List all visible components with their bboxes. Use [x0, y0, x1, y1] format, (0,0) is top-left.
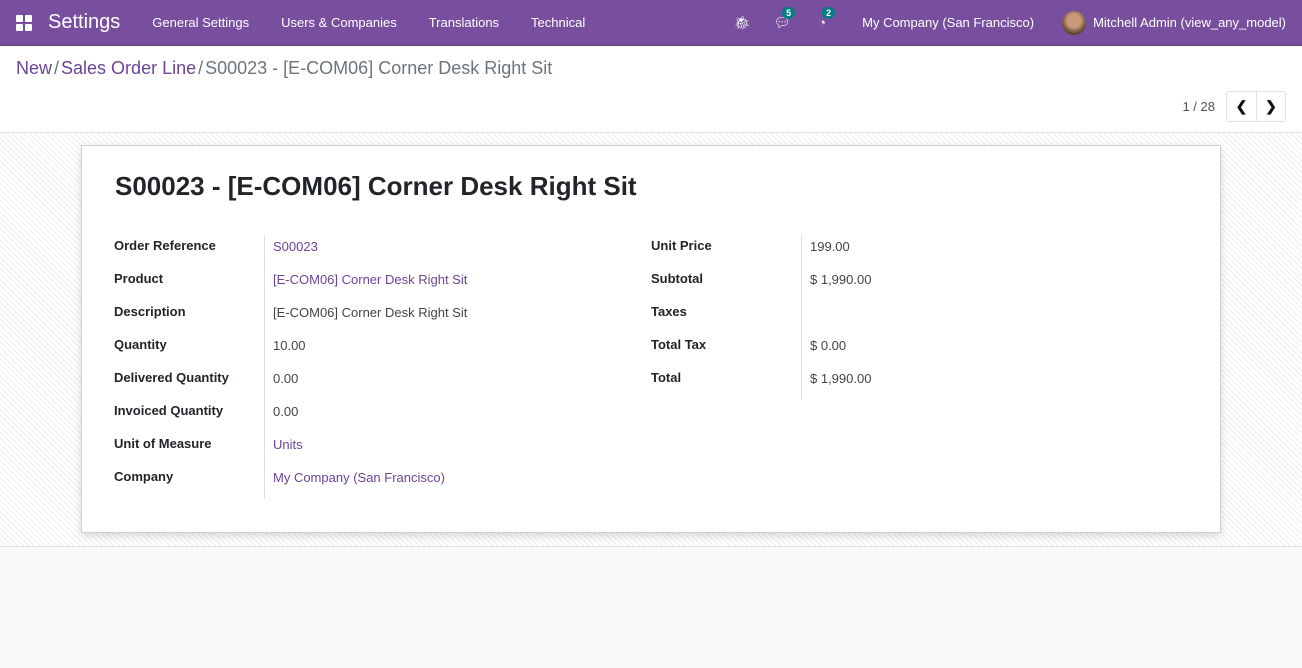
- activities-badge: 2: [822, 7, 836, 19]
- order-reference-value[interactable]: S00023: [264, 235, 564, 268]
- field-row: Delivered Quantity 0.00: [114, 367, 564, 400]
- field-row: Quantity 10.00: [114, 334, 564, 367]
- delivered-quantity-value: 0.00: [264, 367, 564, 400]
- left-field-group: Order Reference S00023 Product [E-COM06] Co…: [114, 235, 564, 499]
- subtotal-label: Subtotal: [651, 271, 703, 286]
- top-navbar: Settings General Settings Users & Compan…: [0, 0, 1302, 46]
- product-label: Product: [114, 271, 164, 286]
- total-value: $ 1,990.00: [801, 367, 1101, 400]
- breadcrumb-sales-order-line[interactable]: Sales Order Line: [61, 58, 197, 78]
- avatar[interactable]: [1062, 10, 1087, 35]
- field-row: Order Reference S00023: [114, 235, 564, 268]
- activities-clock-icon[interactable]: ◔ 2: [802, 7, 842, 30]
- invoiced-quantity-value: 0.00: [264, 400, 564, 433]
- field-row: Total $ 1,990.00: [651, 367, 1101, 400]
- menu-users-companies[interactable]: Users & Companies: [281, 15, 397, 30]
- description-value: [E-COM06] Corner Desk Right Sit: [264, 301, 564, 334]
- app-name[interactable]: Settings: [48, 11, 121, 33]
- breadcrumb-new[interactable]: New: [16, 58, 53, 78]
- pager-next-button[interactable]: ❯: [1256, 92, 1285, 121]
- menu-general-settings[interactable]: General Settings: [152, 15, 250, 30]
- company-label: Company: [114, 469, 174, 484]
- menu-technical[interactable]: Technical: [531, 15, 586, 30]
- record-title: S00023 - [E-COM06] Corner Desk Right Sit: [115, 171, 637, 201]
- total-tax-value: $ 0.00: [801, 334, 1101, 367]
- messages-icon[interactable]: 💬︎ 5: [762, 6, 802, 31]
- company-switcher[interactable]: My Company (San Francisco): [862, 15, 1035, 30]
- apps-menu-icon[interactable]: [16, 14, 32, 31]
- taxes-label: Taxes: [651, 304, 687, 319]
- right-field-group: Unit Price 199.00 Subtotal $ 1,990.00 Taxes T…: [651, 235, 1101, 400]
- debug-bug-icon[interactable]: 🐞︎: [733, 14, 751, 30]
- field-row: Company My Company (San Francisco): [114, 466, 564, 499]
- total-label: Total: [651, 370, 682, 385]
- field-row: Product [E-COM06] Corner Desk Right Sit: [114, 268, 564, 301]
- field-row: Unit Price 199.00: [651, 235, 1101, 268]
- total-tax-label: Total Tax: [651, 337, 707, 352]
- breadcrumb-current: S00023 - [E-COM06] Corner Desk Right Sit: [205, 58, 553, 78]
- field-row: Description [E-COM06] Corner Desk Right S…: [114, 301, 564, 334]
- menu-translations[interactable]: Translations: [428, 15, 500, 30]
- field-row: Unit of Measure Units: [114, 433, 564, 466]
- taxes-value: [801, 301, 1101, 334]
- subtotal-value: $ 1,990.00: [801, 268, 1101, 301]
- unit-price-value: 199.00: [801, 235, 1101, 268]
- breadcrumb: New / Sales Order Line / S00023 - [E-COM06] …: [16, 58, 552, 79]
- breadcrumb-separator: /: [198, 58, 204, 78]
- quantity-label: Quantity: [114, 337, 167, 352]
- invoiced-quantity-label: Invoiced Quantity: [114, 403, 224, 418]
- field-row: Invoiced Quantity 0.00: [114, 400, 564, 433]
- field-row: Subtotal $ 1,990.00: [651, 268, 1101, 301]
- form-sheet: S00023 - [E-COM06] Corner Desk Right Sit…: [81, 145, 1221, 533]
- unit-of-measure-label: Unit of Measure: [114, 436, 212, 451]
- field-row: Taxes: [651, 301, 1101, 334]
- unit-of-measure-value[interactable]: Units: [264, 433, 564, 466]
- company-value[interactable]: My Company (San Francisco): [264, 466, 564, 499]
- pager-previous-button[interactable]: ❮: [1235, 98, 1248, 114]
- description-label: Description: [114, 304, 186, 319]
- breadcrumb-separator: /: [54, 58, 60, 78]
- product-value[interactable]: [E-COM06] Corner Desk Right Sit: [264, 268, 564, 301]
- field-row: Total Tax $ 0.00: [651, 334, 1101, 367]
- delivered-quantity-label: Delivered Quantity: [114, 370, 229, 385]
- user-menu[interactable]: Mitchell Admin (view_any_model): [1093, 15, 1286, 30]
- pager: 1 / 28 ❮ ❯: [1182, 91, 1286, 122]
- form-background: S00023 - [E-COM06] Corner Desk Right Sit…: [0, 133, 1302, 547]
- order-reference-label: Order Reference: [114, 238, 216, 253]
- unit-price-label: Unit Price: [651, 238, 712, 253]
- pager-value[interactable]: 1 / 28: [1182, 99, 1215, 114]
- messages-badge: 5: [782, 6, 796, 19]
- control-panel: New / Sales Order Line / S00023 - [E-COM06] …: [0, 46, 1302, 133]
- quantity-value: 10.00: [264, 334, 564, 367]
